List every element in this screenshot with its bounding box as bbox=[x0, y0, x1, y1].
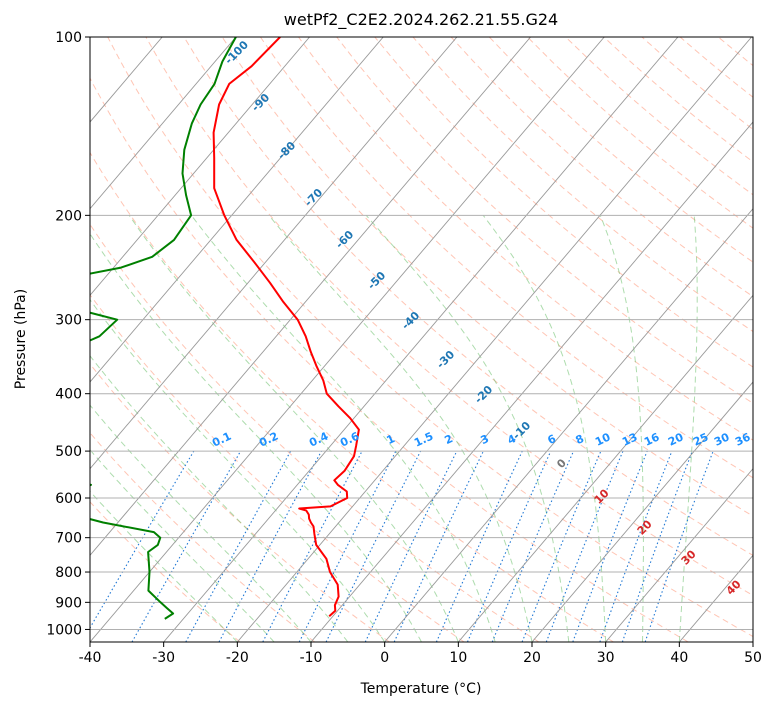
y-axis: 100 200 300 400 500 600 700 800 900 1000 bbox=[46, 30, 90, 638]
x-tick-label: -10 bbox=[300, 650, 323, 666]
dry-adiabat bbox=[145, 37, 753, 597]
mixing-ratio-line bbox=[325, 450, 422, 642]
dry-adiabat bbox=[90, 432, 316, 642]
y-tick-label: 500 bbox=[55, 444, 82, 460]
x-tick-label: -30 bbox=[152, 650, 175, 666]
isotherm-line bbox=[90, 37, 458, 470]
dry-adiabat bbox=[450, 37, 753, 298]
mixing-ratio-label: 25 bbox=[691, 430, 710, 448]
moist-adiabat bbox=[90, 404, 312, 642]
mixing-ratio-label: 30 bbox=[712, 430, 732, 448]
mixing-ratio-label: 13 bbox=[620, 430, 639, 448]
mixing-ratio-line bbox=[298, 450, 397, 642]
isotherm-line bbox=[90, 37, 384, 383]
isotherm-line bbox=[90, 37, 605, 642]
moist-adiabat bbox=[90, 449, 275, 642]
moist-adiabat bbox=[365, 214, 570, 642]
mixing-ratio-line bbox=[185, 450, 292, 642]
x-tick-label: -20 bbox=[226, 650, 249, 666]
isotherm-line bbox=[605, 467, 753, 642]
isotherm-line bbox=[90, 37, 531, 557]
dry-adiabat bbox=[90, 77, 689, 642]
mixing-ratio-line bbox=[435, 450, 523, 642]
moist-adiabat bbox=[90, 355, 349, 642]
x-tick-label: -40 bbox=[79, 650, 102, 666]
mixing-ratio-line bbox=[572, 450, 648, 642]
temperature-line bbox=[212, 37, 360, 617]
mixing-ratio-line bbox=[466, 450, 552, 642]
dry-adiabat bbox=[90, 293, 465, 642]
dry-adiabat bbox=[221, 37, 753, 517]
isotherm-line bbox=[384, 207, 753, 642]
isotherm-line bbox=[531, 381, 753, 642]
isotherm-line bbox=[457, 294, 753, 642]
x-tick-label: 30 bbox=[597, 650, 615, 666]
mixing-ratio-label: 10 bbox=[593, 430, 613, 448]
moist-adiabat bbox=[599, 215, 644, 642]
dry-adiabat bbox=[90, 501, 241, 642]
isotherm-line bbox=[163, 37, 679, 642]
sounding-series bbox=[90, 37, 360, 620]
y-tick-label: 700 bbox=[55, 531, 82, 547]
mixing-ratio-label: 16 bbox=[642, 430, 662, 448]
x-tick-label: 20 bbox=[523, 650, 541, 666]
dewpoint-line bbox=[90, 37, 237, 620]
y-tick-label: 300 bbox=[55, 313, 82, 329]
mixing-ratio-line bbox=[599, 450, 673, 642]
x-tick-label: 50 bbox=[744, 650, 762, 666]
dry-adiabat bbox=[90, 223, 540, 642]
mixing-ratio-line bbox=[644, 450, 714, 642]
background-reference-lines bbox=[90, 37, 753, 642]
y-tick-label: 600 bbox=[55, 491, 82, 507]
x-tick-label: 10 bbox=[449, 650, 467, 666]
moist-adiabat bbox=[90, 232, 422, 642]
dry-adiabat bbox=[90, 363, 390, 642]
chart-title: wetPf2_C2E2.2024.262.21.55.G24 bbox=[284, 10, 558, 30]
x-tick-label: 0 bbox=[380, 650, 389, 666]
plot-frame bbox=[89, 36, 754, 643]
mixing-ratio-label: 36 bbox=[733, 430, 753, 448]
y-axis-label: Pressure (hPa) bbox=[13, 289, 29, 389]
y-tick-label: 900 bbox=[55, 595, 82, 611]
moist-adiabat bbox=[90, 298, 386, 642]
isotherm-line bbox=[236, 37, 752, 642]
mixing-ratio-line bbox=[521, 450, 602, 642]
isotherm-line bbox=[90, 37, 310, 297]
mixing-ratio-line bbox=[621, 450, 693, 642]
moist-adiabat bbox=[128, 215, 459, 642]
y-tick-label: 200 bbox=[55, 208, 82, 224]
dry-adiabat bbox=[412, 37, 753, 333]
mixing-ratio-line bbox=[545, 450, 624, 642]
mixing-ratio-line bbox=[218, 450, 322, 642]
isotherm-line bbox=[310, 121, 753, 642]
moist-adiabat bbox=[678, 215, 698, 642]
moist-adiabat bbox=[482, 215, 607, 642]
dry-adiabat bbox=[90, 151, 614, 642]
x-axis-label: Temperature (°C) bbox=[360, 681, 482, 697]
mixing-ratio-label: 20 bbox=[666, 430, 686, 448]
x-axis: -40 -30 -20 -10 0 10 20 30 40 50 bbox=[79, 642, 762, 666]
y-tick-label: 100 bbox=[55, 30, 82, 46]
y-tick-label: 800 bbox=[55, 565, 82, 581]
y-tick-label: 1000 bbox=[46, 622, 82, 638]
moist-adiabat bbox=[90, 490, 238, 642]
isotherm-line bbox=[90, 37, 237, 210]
x-tick-label: 40 bbox=[670, 650, 688, 666]
y-tick-label: 400 bbox=[55, 387, 82, 403]
